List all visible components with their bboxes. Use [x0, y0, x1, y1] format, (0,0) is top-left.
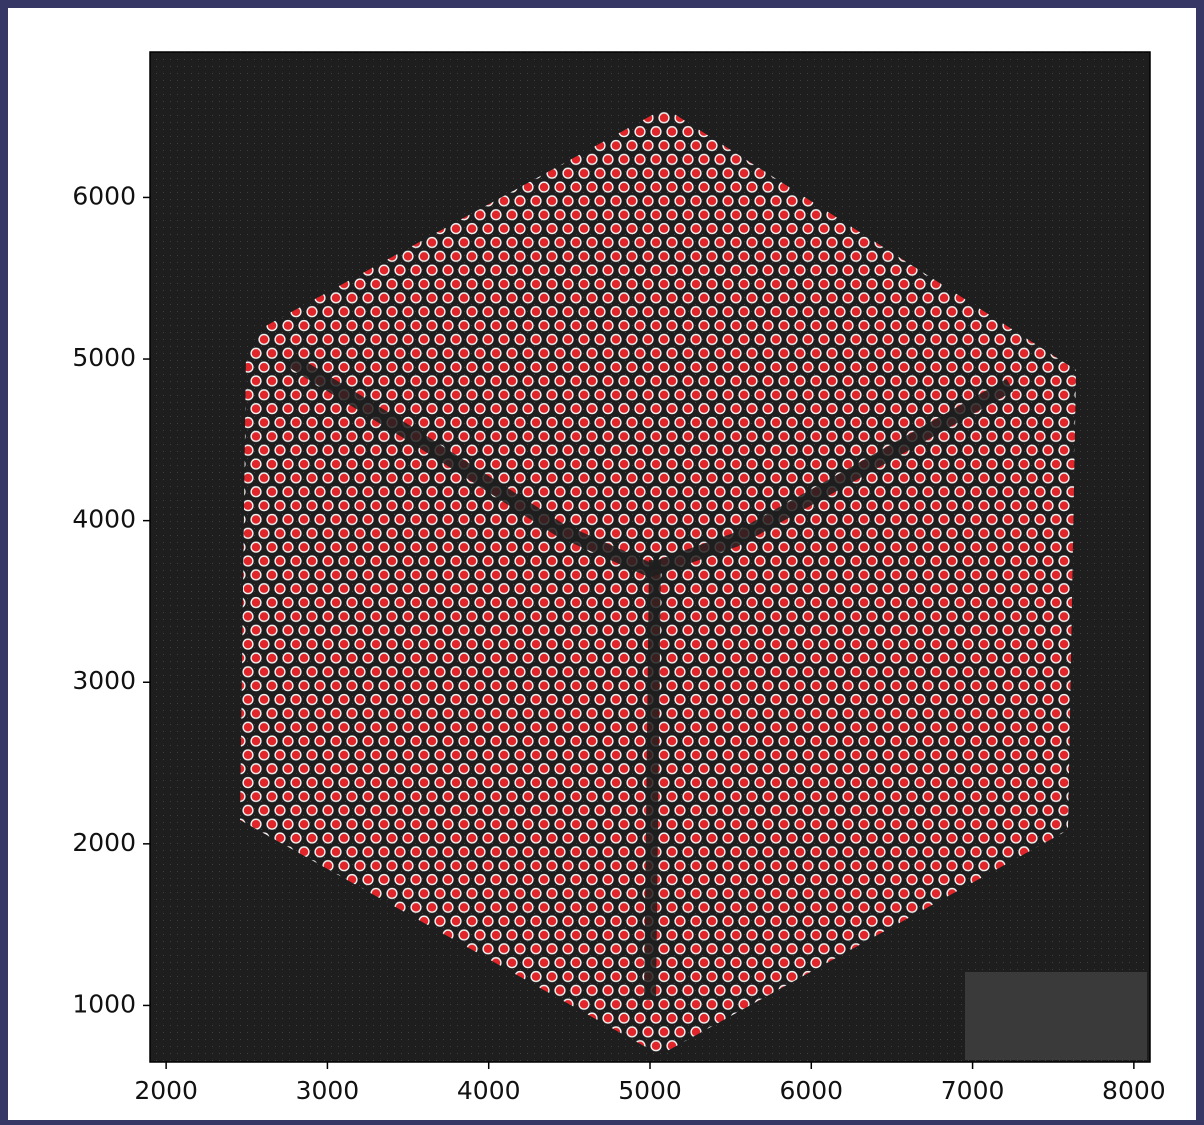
y-tick-label: 6000 — [72, 181, 136, 210]
y-tick-label: 3000 — [72, 666, 136, 695]
x-tick-label: 3000 — [296, 1076, 360, 1105]
corner-patch — [965, 972, 1147, 1060]
y-tick-label: 4000 — [72, 505, 136, 534]
gap — [644, 559, 661, 1001]
x-tick-label: 6000 — [779, 1076, 843, 1105]
y-tick-label: 5000 — [72, 343, 136, 372]
x-tick-label: 4000 — [457, 1076, 521, 1105]
x-tick-label: 8000 — [1102, 1076, 1166, 1105]
x-tick-label: 2000 — [134, 1076, 198, 1105]
x-tick-label: 7000 — [941, 1076, 1005, 1105]
x-tick-label: 5000 — [618, 1076, 682, 1105]
y-tick-label: 1000 — [72, 989, 136, 1018]
y-tick-label: 2000 — [72, 828, 136, 857]
